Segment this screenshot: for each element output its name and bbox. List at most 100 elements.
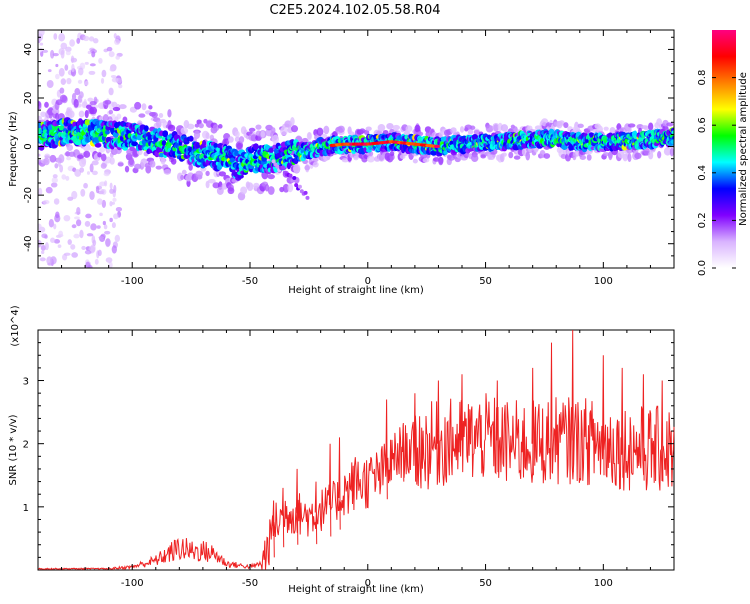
spectrogram-cell [115, 55, 120, 60]
spectrogram-cell [180, 127, 189, 135]
spectrogram-cell [55, 63, 59, 68]
spectrogram-cell [76, 206, 81, 216]
colorbar-tick-label: 0.4 [697, 165, 708, 181]
spectrogram-cell [212, 182, 220, 189]
spectrogram-cell [255, 124, 262, 130]
spectrogram-cell [108, 109, 114, 115]
spectrogram-cell [46, 79, 54, 89]
spectrogram-cell [216, 186, 224, 195]
spectrogram-cell [198, 123, 204, 129]
spectrogram-cell [273, 167, 279, 173]
spectrogram-cell [89, 100, 97, 106]
spectrogram-cell [95, 186, 100, 194]
spectrogram-cell [459, 126, 465, 133]
colorbar-tick-label: 0.6 [697, 117, 708, 133]
spectrogram-cell [52, 52, 59, 57]
spectrogram-cell [65, 50, 71, 56]
spectrogram-cell [46, 256, 53, 265]
spectrogram-cell [38, 145, 45, 151]
spectrogram-cell [39, 257, 46, 262]
spectrogram-cell [194, 123, 200, 128]
spectrogram-cell [55, 211, 60, 219]
spectrogram-cell [213, 142, 219, 149]
spectrogram-cell [84, 220, 91, 227]
spectrogram-y-tick-label: -40 [23, 236, 34, 252]
spectrogram-cell [288, 173, 293, 178]
spectrogram-cell [167, 124, 176, 132]
spectrogram-y-ticks: -40 -20 0 20 40 [23, 36, 674, 269]
spectrogram-cell [38, 153, 41, 157]
spectrogram-cell [353, 155, 359, 161]
spectrogram-cell [109, 217, 113, 223]
spectrogram-cell [53, 33, 58, 40]
spectrogram-cell [265, 124, 273, 131]
spectrogram-cell [670, 139, 674, 145]
spectrogram-cell [480, 154, 487, 159]
spectrogram-cell [114, 38, 121, 46]
spectrogram-cell [104, 99, 112, 105]
spectrogram-cell [134, 101, 142, 110]
spectrogram-cell [207, 179, 216, 184]
spectrogram-cell [141, 103, 147, 111]
spectrogram-cell [77, 79, 83, 84]
spectrogram-cell [563, 122, 569, 129]
spectrogram-cell [68, 151, 76, 157]
spectrogram-cell [469, 125, 476, 130]
spectrogram-cell [292, 175, 297, 180]
spectrogram-cell [111, 222, 116, 229]
spectrogram-cell [77, 154, 84, 159]
spectrogram-heatmap [38, 30, 674, 268]
spectrogram-cell [100, 153, 107, 162]
spectrogram-cell [84, 119, 91, 126]
colorbar-tick-label: 0.2 [697, 212, 708, 228]
snr-x-tick-label: 100 [594, 578, 613, 589]
snr-y-tick-label: 1 [23, 503, 29, 514]
spectrogram-cell [92, 170, 98, 176]
spectrogram-cell [117, 162, 124, 167]
spectrogram-cell [100, 77, 105, 84]
spectrogram-cell [45, 186, 53, 194]
spectrogram-cell [450, 127, 457, 134]
spectrogram-cell [67, 196, 74, 201]
spectrogram-panel: -100 -50 0 50 100 -40 -20 0 20 40 Height of stra… [8, 29, 675, 296]
spectrogram-cell [170, 158, 177, 165]
spectrogram-cell [110, 74, 117, 79]
spectrogram-cell [91, 51, 96, 58]
spectrogram-cell [65, 175, 70, 181]
spectrogram-cell [71, 224, 77, 229]
spectrogram-cell [181, 169, 187, 175]
colorbar-tick-label: 0.8 [697, 70, 708, 86]
spectrogram-cell [38, 100, 42, 110]
snr-y-ticks: 1 2 3 [23, 342, 674, 558]
spectrogram-cell [280, 126, 288, 136]
spectrogram-cell [246, 182, 254, 191]
spectrogram-cell [268, 147, 274, 153]
spectrogram-cell [392, 124, 401, 131]
spectrogram-cell [57, 244, 62, 248]
snr-series-line [37, 329, 675, 571]
spectrogram-y-label: Frequency (Hz) [8, 111, 19, 187]
spectrogram-cell [69, 39, 76, 47]
spectrogram-cell [634, 152, 642, 160]
spectrogram-cell [59, 94, 68, 103]
spectrogram-cell [422, 157, 430, 163]
spectrogram-cell [38, 187, 43, 196]
spectrogram-cell [492, 122, 500, 132]
spectrogram-cell [248, 127, 256, 132]
spectrogram-cell [47, 69, 52, 73]
spectrogram-cell [305, 195, 310, 200]
spectrogram-cell [267, 186, 275, 195]
spectrogram-cell [58, 154, 65, 164]
spectrogram-cell [42, 129, 48, 134]
spectrogram-cell [39, 42, 44, 46]
spectrogram-cell [359, 128, 366, 134]
spectrogram-cell [290, 125, 299, 133]
spectrogram-cell [84, 249, 92, 255]
spectrogram-cell [67, 239, 72, 245]
colorbar-label: Normalized spectral amplitude [738, 72, 749, 226]
spectrogram-cell [149, 160, 156, 168]
spectrogram-cell [297, 184, 302, 189]
spectrogram-cell [102, 220, 106, 226]
spectrogram-cell [669, 147, 674, 157]
